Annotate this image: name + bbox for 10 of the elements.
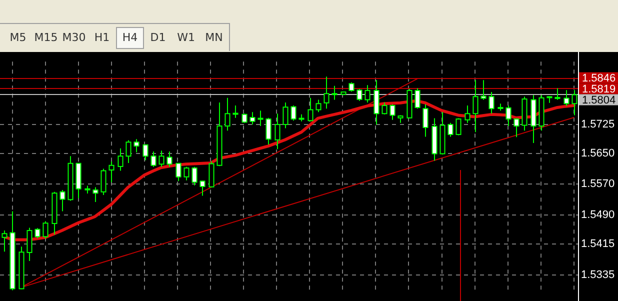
y-tick-label: 1.5725 xyxy=(581,118,615,130)
y-tick-label: 1.5415 xyxy=(581,238,615,250)
y-tick-label: 1.5650 xyxy=(581,147,615,160)
ref-line-label: 1.5819 xyxy=(582,83,616,96)
y-tick-label: 1.5335 xyxy=(581,268,615,281)
toolbar-panel: M5 M15 M30 H1 H4 D1 W1 MN xyxy=(0,23,230,51)
y-tick-label: 1.5490 xyxy=(581,209,615,222)
y-tick-label: 1.5570 xyxy=(581,178,615,190)
ref-line-label: 1.5804 xyxy=(582,94,616,106)
ref-line-label: 1.5846 xyxy=(582,72,616,84)
